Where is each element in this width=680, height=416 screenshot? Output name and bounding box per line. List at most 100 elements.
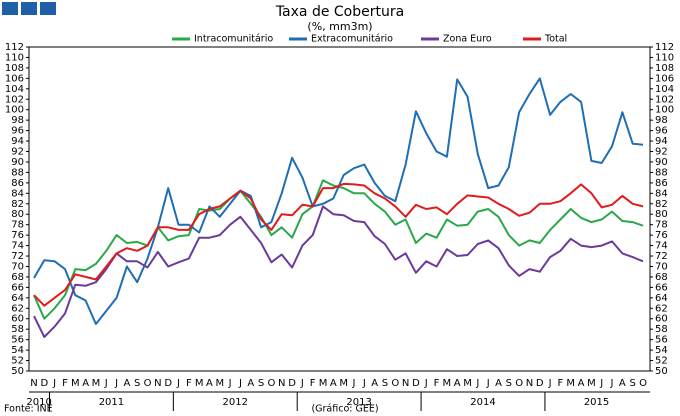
x-tick-label: J — [104, 378, 108, 389]
y2-tick-label: 102 — [655, 94, 674, 105]
x-tick-label: A — [454, 378, 461, 389]
x-tick-label: J — [475, 378, 479, 389]
x-tick-label: D — [40, 378, 48, 389]
y-tick-label: 104 — [5, 84, 24, 95]
x-tick-label: J — [114, 378, 118, 389]
x-tick-label: M — [463, 378, 472, 389]
x-tick-label: A — [578, 378, 585, 389]
x-tick-label: N — [154, 378, 161, 389]
x-tick-label: N — [526, 378, 533, 389]
y-tick-label: 90 — [11, 157, 24, 168]
x-tick-label: A — [247, 378, 254, 389]
legend-label: Zona Euro — [443, 34, 492, 45]
y-tick-label: 110 — [5, 52, 24, 63]
x-tick-label: M — [319, 378, 328, 389]
x-tick-label: N — [278, 378, 285, 389]
x-tick-label: O — [639, 378, 647, 389]
y2-tick-label: 94 — [655, 136, 668, 147]
year-label: 2014 — [470, 397, 495, 408]
x-tick-label: J — [599, 378, 603, 389]
logo-block — [2, 2, 18, 15]
x-tick-label: A — [495, 378, 502, 389]
credit: (Gráfico: GEE) — [311, 404, 378, 415]
y-tick-label: 54 — [11, 345, 24, 356]
x-tick-label: M — [92, 378, 101, 389]
x-tick-label: J — [238, 378, 242, 389]
x-tick-label: D — [288, 378, 296, 389]
x-tick-label: J — [610, 378, 614, 389]
y2-tick-label: 88 — [655, 167, 668, 178]
y-tick-label: 62 — [11, 303, 24, 314]
y2-tick-label: 66 — [655, 282, 668, 293]
x-tick-label: S — [506, 378, 512, 389]
y-tick-label: 102 — [5, 94, 24, 105]
x-tick-label: A — [619, 378, 626, 389]
y-tick-label: 70 — [11, 261, 24, 272]
series-line — [33, 182, 644, 307]
y2-tick-label: 82 — [655, 199, 668, 210]
y2-tick-label: 80 — [655, 209, 668, 220]
y-tick-label: 88 — [11, 167, 24, 178]
y2-tick-label: 76 — [655, 230, 668, 241]
legend-label: Extracomunitário — [311, 34, 393, 45]
x-tick-label: A — [330, 378, 337, 389]
logo-block — [40, 2, 56, 15]
x-tick-label: F — [434, 378, 440, 389]
y2-tick-label: 104 — [655, 84, 674, 95]
y2-tick-label: 92 — [655, 147, 668, 158]
series-line — [33, 77, 644, 325]
y2-tick-label: 100 — [655, 105, 674, 116]
y2-tick-label: 52 — [655, 356, 668, 367]
y-tick-label: 100 — [5, 105, 24, 116]
x-tick-label: J — [362, 378, 366, 389]
y2-tick-label: 90 — [655, 157, 668, 168]
x-tick-label: J — [352, 378, 356, 389]
x-tick-label: F — [310, 378, 316, 389]
x-tick-label: S — [629, 378, 635, 389]
y2-tick-label: 50 — [655, 366, 668, 377]
y-tick-label: 74 — [11, 241, 24, 252]
x-tick-label: J — [486, 378, 490, 389]
y-tick-label: 76 — [11, 230, 24, 241]
x-tick-label: S — [382, 378, 388, 389]
y2-tick-label: 96 — [655, 126, 668, 137]
legend-label: Total — [544, 34, 567, 45]
y2-tick-label: 72 — [655, 251, 668, 262]
y2-tick-label: 62 — [655, 303, 668, 314]
x-tick-label: J — [228, 378, 232, 389]
y2-tick-label: 84 — [655, 188, 668, 199]
x-tick-label: S — [258, 378, 264, 389]
y-tick-label: 52 — [11, 356, 24, 367]
y2-tick-label: 74 — [655, 241, 668, 252]
year-label: 2010 — [26, 397, 51, 408]
y2-tick-label: 68 — [655, 272, 668, 283]
y2-tick-label: 106 — [655, 73, 674, 84]
x-tick-label: D — [536, 378, 544, 389]
source: Fonte: INE — [4, 404, 53, 415]
x-tick-label: O — [144, 378, 152, 389]
y-tick-label: 68 — [11, 272, 24, 283]
y2-tick-label: 108 — [655, 63, 674, 74]
year-label: 2015 — [584, 397, 609, 408]
logo-block — [21, 2, 37, 15]
x-tick-label: F — [62, 378, 68, 389]
x-tick-label: D — [412, 378, 420, 389]
year-label: 2013 — [346, 397, 371, 408]
y-tick-label: 98 — [11, 115, 24, 126]
x-tick-label: N — [30, 378, 37, 389]
y2-tick-label: 60 — [655, 314, 668, 325]
x-tick-label: N — [402, 378, 409, 389]
y-tick-label: 82 — [11, 199, 24, 210]
x-tick-label: A — [371, 378, 378, 389]
x-tick-label: J — [548, 378, 552, 389]
x-tick-label: O — [391, 378, 399, 389]
x-tick-label: J — [176, 378, 180, 389]
y-tick-label: 58 — [11, 324, 24, 335]
y-tick-label: 106 — [5, 73, 24, 84]
legend-label: Intracomunitário — [194, 34, 273, 45]
x-tick-label: O — [267, 378, 275, 389]
y-tick-label: 108 — [5, 63, 24, 74]
x-tick-label: M — [566, 378, 575, 389]
